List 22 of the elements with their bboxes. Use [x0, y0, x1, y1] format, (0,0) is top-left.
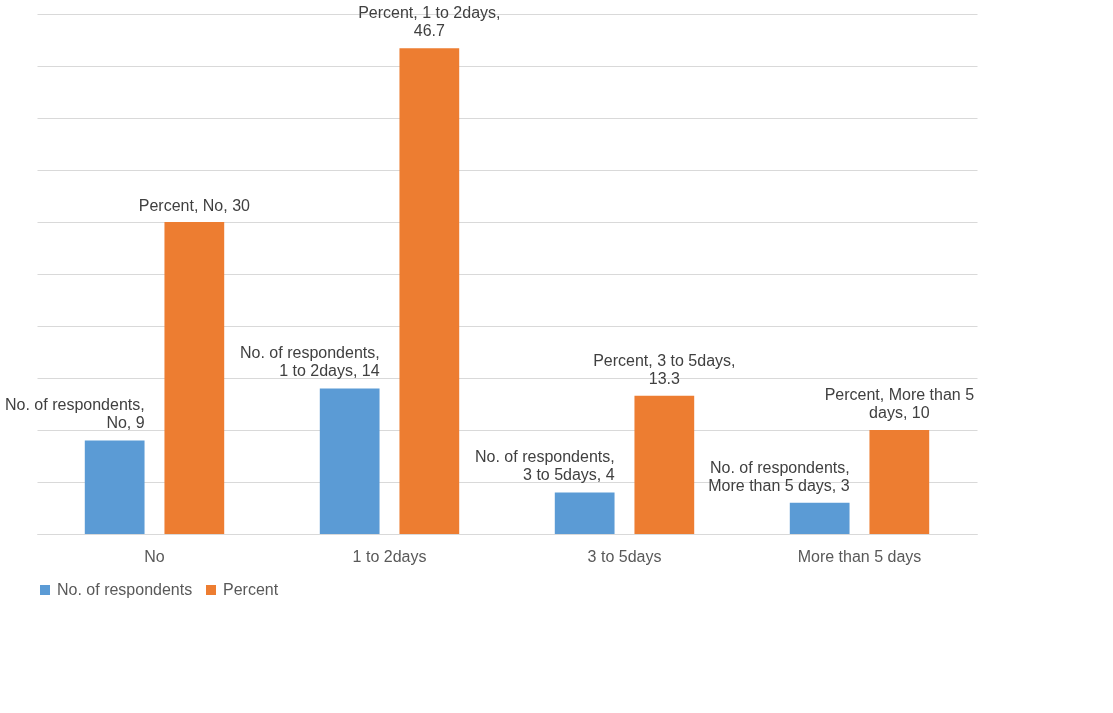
data-label: No. of respondents, More than 5 days, 3 — [708, 458, 850, 494]
bar — [399, 48, 460, 534]
data-label: Percent, 1 to 2days, 46.7 — [358, 4, 501, 40]
data-label: No. of respondents, No, 9 — [5, 396, 145, 432]
x-tick-label: More than 5 days — [797, 547, 922, 565]
bar — [869, 430, 930, 534]
x-tick-label: 1 to 2days — [352, 547, 427, 565]
bar — [319, 388, 380, 534]
legend-label: Percent — [223, 581, 279, 598]
data-label: No. of respondents, 3 to 5days, 4 — [475, 448, 615, 484]
bar — [84, 440, 145, 534]
data-label: Percent, No, 30 — [138, 197, 251, 214]
legend-label: No. of respondents — [57, 581, 193, 598]
data-label: Percent, 3 to 5days, 13.3 — [593, 351, 736, 387]
bar — [634, 395, 695, 534]
x-tick-label: No — [144, 547, 165, 565]
bar — [554, 492, 615, 534]
bar — [164, 222, 225, 534]
data-label: Percent, More than 5 days, 10 — [824, 386, 975, 421]
x-tick-label: 3 to 5days — [587, 547, 662, 565]
bar — [789, 502, 850, 534]
data-label: No. of respondents, 1 to 2days, 14 — [240, 344, 380, 380]
